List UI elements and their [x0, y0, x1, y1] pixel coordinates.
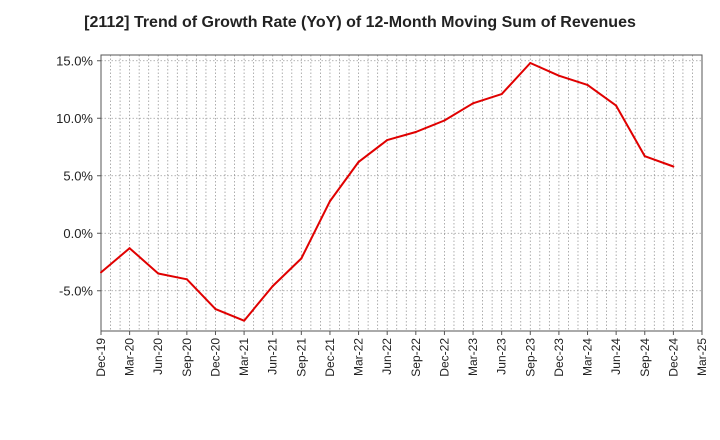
x-tick-label: Mar-20	[123, 338, 137, 376]
data-point	[643, 155, 646, 158]
data-point	[586, 83, 589, 86]
x-tick-label: Dec-22	[437, 338, 451, 377]
data-point	[672, 165, 675, 168]
data-point	[443, 119, 446, 122]
y-tick-label: 0.0%	[63, 226, 93, 241]
data-point	[557, 74, 560, 77]
data-point	[214, 308, 217, 311]
x-tick-label: Mar-21	[237, 338, 251, 376]
x-tick-label: Jun-22	[380, 338, 394, 375]
plot-frame	[100, 54, 703, 332]
x-tick-label: Sep-21	[294, 338, 308, 377]
x-tick-label: Mar-22	[352, 338, 366, 376]
y-tick-label: 15.0%	[56, 53, 93, 68]
chart-title: [2112] Trend of Growth Rate (YoY) of 12-…	[84, 14, 636, 31]
data-point	[157, 272, 160, 275]
data-point	[128, 247, 131, 250]
x-tick-label: Mar-23	[466, 338, 480, 376]
x-tick-label: Sep-20	[180, 338, 194, 377]
x-axis: Dec-19 Mar-20 Jun-20 Sep-20 Dec-20 Mar-21 Jun-…	[94, 331, 709, 377]
x-tick-label: Jun-23	[495, 338, 509, 375]
x-tick-label: Dec-23	[552, 338, 566, 377]
x-tick-label: Sep-24	[638, 338, 652, 377]
data-point	[328, 200, 331, 203]
x-tick-label: Dec-21	[323, 338, 337, 377]
x-tick-label: Dec-24	[666, 338, 680, 377]
y-tick-label: -5.0%	[59, 283, 93, 298]
x-tick-label: Mar-25	[695, 338, 709, 376]
x-tick-label: Jun-21	[266, 338, 280, 375]
x-tick-label: Jun-24	[609, 338, 623, 375]
data-point	[615, 104, 618, 107]
x-tick-label: Mar-24	[581, 338, 595, 376]
data-point	[100, 271, 102, 274]
x-tick-label: Jun-20	[151, 338, 165, 375]
y-tick-label: 5.0%	[63, 168, 93, 183]
data-point	[185, 278, 188, 281]
data-point	[529, 62, 532, 65]
data-point	[414, 131, 417, 134]
data-point	[386, 139, 389, 142]
series-layer	[100, 62, 675, 322]
grid-layer	[101, 55, 702, 331]
y-axis: 15.0% 10.0% 5.0% 0.0% -5.0%	[56, 53, 101, 298]
data-point	[500, 93, 503, 96]
x-tick-label: Dec-20	[208, 338, 222, 377]
data-point	[243, 319, 246, 322]
x-tick-label: Sep-23	[523, 338, 537, 377]
data-point	[472, 102, 475, 105]
x-tick-label: Sep-22	[409, 338, 423, 377]
data-point	[357, 160, 360, 163]
x-tick-label: Dec-19	[94, 338, 108, 377]
data-point	[300, 257, 303, 260]
data-point	[271, 285, 274, 288]
y-tick-label: 10.0%	[56, 111, 93, 126]
